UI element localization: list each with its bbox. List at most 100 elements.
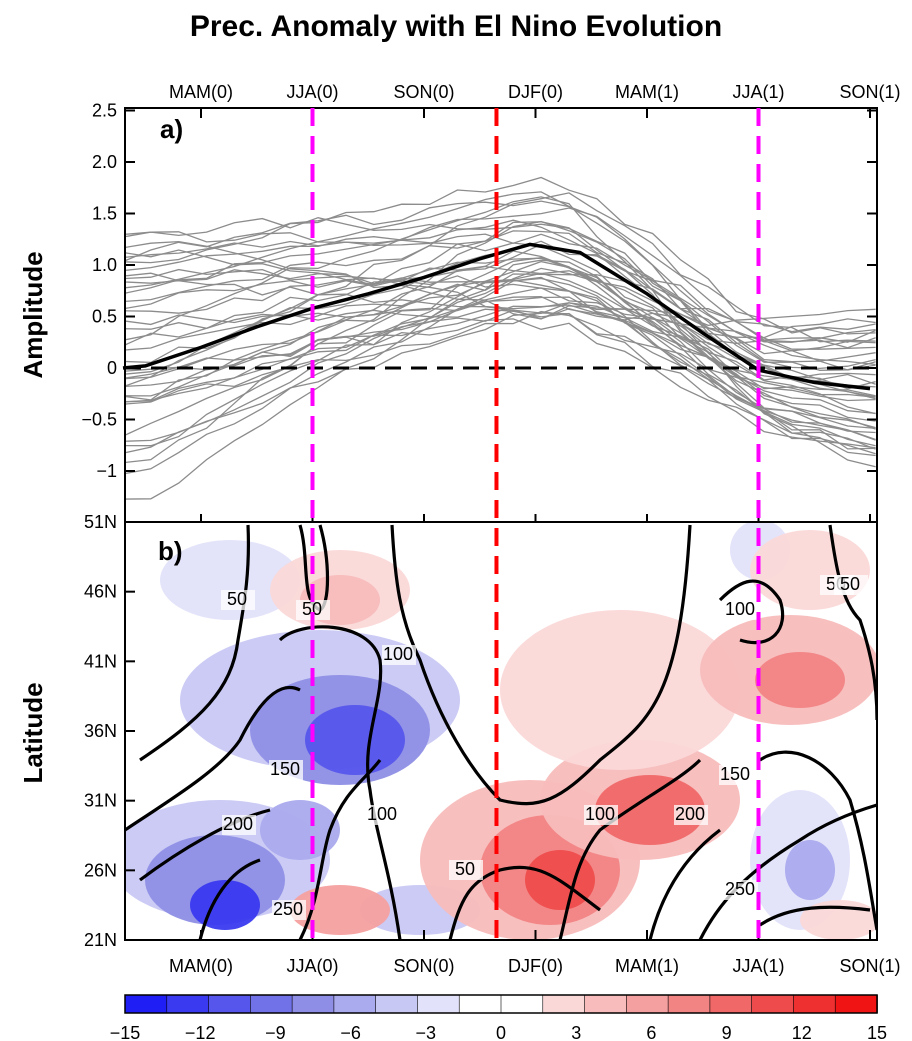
colorbar-segment xyxy=(626,994,669,1014)
member-series-line xyxy=(125,192,876,387)
member-series-line xyxy=(125,296,876,388)
panel-b-contours: 5050100501502001002505010020015025010050 xyxy=(125,524,877,940)
member-series-line xyxy=(125,250,876,457)
heatmap-cell xyxy=(305,705,405,775)
colorbar-tick-label: 12 xyxy=(792,1023,812,1041)
panel-a-members xyxy=(125,176,876,500)
contour-line xyxy=(278,625,402,940)
panel-a-y-axis: 2.5 2.0 1.5 1.0 0.5 0 −0.5 −1 xyxy=(81,101,877,481)
colorbar-segment xyxy=(166,994,210,1014)
x-tick-label-bottom: SON(0) xyxy=(393,956,454,976)
member-series-line xyxy=(125,265,876,362)
bottom-x-axis: MAM(0) JJA(0) SON(0) DJF(0) MAM(1) JJA(1) SON(… xyxy=(169,930,901,976)
colorbar-segment xyxy=(375,994,419,1014)
member-series-line xyxy=(125,276,876,447)
contour-label-bg xyxy=(221,590,255,610)
colorbar-tick-label: 6 xyxy=(646,1023,656,1041)
colorbar-segment xyxy=(500,994,544,1014)
contour-line xyxy=(558,758,702,940)
y-tick-label: 1.0 xyxy=(92,255,117,275)
heatmap-cell xyxy=(595,775,705,845)
member-series-line xyxy=(125,231,876,422)
top-x-axis: MAM(0) JJA(0) SON(0) DJF(0) MAM(1) JJA(1) SON(… xyxy=(169,82,901,522)
x-tick-label-bottom: DJF(0) xyxy=(508,956,563,976)
contour-label: 150 xyxy=(270,759,300,779)
x-tick-label-bottom: MAM(0) xyxy=(169,956,233,976)
contour-line xyxy=(759,750,877,931)
colorbar-tick-label: −3 xyxy=(416,1023,437,1041)
x-tick-label-top: SON(0) xyxy=(393,82,454,102)
heatmap-cell xyxy=(785,840,835,900)
member-series-line xyxy=(125,230,876,370)
colorbar-segment xyxy=(834,994,878,1014)
member-series-line xyxy=(125,287,876,403)
contour-label: 100 xyxy=(367,804,397,824)
heatmap-cell xyxy=(160,540,300,620)
colorbar-segment xyxy=(124,994,168,1014)
contour-label-bg xyxy=(272,900,306,920)
colorbar-tick-label: −6 xyxy=(340,1023,361,1041)
colorbar-segment xyxy=(542,994,586,1014)
chart-title: Prec. Anomaly with El Nino Evolution xyxy=(189,10,723,43)
member-series-line xyxy=(125,269,876,450)
colorbar: −15 −12 −9 −6 −3 0 3 6 9 12 15 xyxy=(110,994,887,1041)
heatmap-cell xyxy=(750,530,870,610)
member-series-line xyxy=(125,302,876,442)
y-tick-label: −1 xyxy=(96,461,117,481)
contour-label-bg xyxy=(834,575,868,595)
colorbar-tick-label: 0 xyxy=(496,1023,506,1041)
y-tick-label: −0.5 xyxy=(81,410,117,430)
member-series-line xyxy=(125,207,876,350)
contour-label-bg xyxy=(674,805,708,825)
member-series-line xyxy=(125,309,876,449)
x-tick-label-top: MAM(1) xyxy=(615,82,679,102)
colorbar-segment xyxy=(250,994,293,1014)
panel-b-label: b) xyxy=(158,536,183,566)
x-tick-label-top: DJF(0) xyxy=(508,82,563,102)
member-series-line xyxy=(125,219,876,430)
colorbar-segment xyxy=(751,994,795,1014)
contour-label-bg xyxy=(222,815,256,835)
heatmap-cell xyxy=(500,610,740,770)
x-tick-label-top: JJA(1) xyxy=(732,82,784,102)
x-tick-label-top: JJA(0) xyxy=(286,82,338,102)
colorbar-tick-label: 15 xyxy=(867,1023,887,1041)
contour-line xyxy=(759,905,871,927)
contour-line xyxy=(828,524,877,721)
panel-b: 5050100501502001002505010020015025010050… xyxy=(18,512,901,976)
heatmap-cell xyxy=(755,652,845,708)
contour-label-bg xyxy=(584,805,618,825)
contour-label: 200 xyxy=(675,804,705,824)
x-tick-label-top: SON(1) xyxy=(839,82,900,102)
y-tick-label: 0.5 xyxy=(92,307,117,327)
contour-line xyxy=(648,828,721,940)
member-series-line xyxy=(125,310,876,405)
member-series-line xyxy=(125,221,876,430)
y-tick-label: 26N xyxy=(84,860,117,880)
contour-label: 100 xyxy=(383,644,413,664)
x-tick-label-bottom: MAM(1) xyxy=(615,956,679,976)
y-tick-label: 21N xyxy=(84,930,117,950)
y-axis-title-latitude: Latitude xyxy=(18,682,48,783)
contour-label: 250 xyxy=(273,899,303,919)
contour-line xyxy=(139,808,271,882)
member-series-line xyxy=(125,268,876,441)
member-series-line xyxy=(125,191,876,400)
x-tick-label-bottom: SON(1) xyxy=(839,956,900,976)
colorbar-segment xyxy=(291,994,335,1014)
contour-label-bg xyxy=(724,600,758,620)
contour-label-bg xyxy=(382,645,416,665)
contour-label-bg xyxy=(269,760,303,780)
contour-label: 250 xyxy=(725,879,755,899)
contour-label-bg xyxy=(366,805,400,825)
member-series-line xyxy=(125,296,876,390)
colorbar-segment xyxy=(458,994,502,1014)
contour-label: 50 xyxy=(840,574,860,594)
member-series-line xyxy=(125,280,876,339)
y-tick-label: 46N xyxy=(84,582,117,602)
contour-label: 50 xyxy=(227,589,247,609)
contour-line xyxy=(198,858,261,940)
y-tick-label: 2.0 xyxy=(92,152,117,172)
colorbar-tick-label: 9 xyxy=(722,1023,732,1041)
